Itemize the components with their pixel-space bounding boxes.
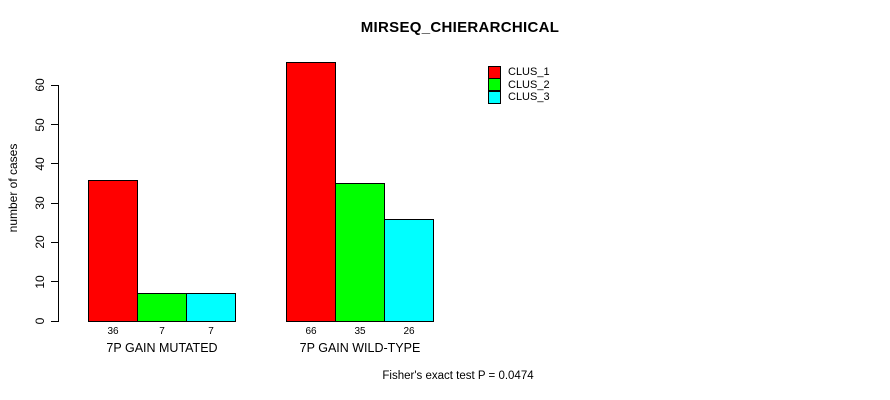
bar-value-label: 7 — [208, 326, 214, 337]
bar-value-label: 7 — [159, 326, 165, 337]
legend-swatch — [488, 78, 501, 92]
y-tick-label: 40 — [33, 157, 47, 171]
legend-item: CLUS_3 — [488, 90, 550, 104]
y-axis-label: number of cases — [6, 143, 20, 233]
y-tick-label: 50 — [33, 117, 47, 132]
y-tick-label: 20 — [33, 235, 47, 250]
bar-clus_2 — [137, 293, 187, 322]
bar-value-label: 26 — [403, 326, 415, 337]
legend-item: CLUS_1 — [488, 65, 550, 79]
bar-clus_3 — [384, 218, 434, 322]
x-axis-category-label: 7P GAIN MUTATED — [106, 341, 218, 355]
legend-label: CLUS_2 — [508, 78, 550, 91]
legend: CLUS_1 CLUS_2 CLUS_3 — [488, 65, 550, 104]
y-tick-label: 30 — [33, 196, 47, 210]
legend-swatch — [488, 65, 501, 79]
y-tick-label: 60 — [33, 78, 47, 92]
bar-clus_3 — [186, 293, 236, 322]
y-tick-mark — [51, 124, 59, 125]
legend-swatch — [488, 90, 501, 104]
legend-label: CLUS_1 — [508, 66, 550, 79]
y-tick-mark — [51, 320, 59, 322]
bar-clus_2 — [335, 183, 385, 322]
legend-item: CLUS_2 — [488, 78, 550, 92]
y-tick-label: 10 — [33, 275, 47, 289]
y-tick-mark — [51, 163, 59, 165]
bar-value-label: 36 — [107, 326, 119, 337]
annotation-text: Fisher's exact test P = 0.0474 — [382, 370, 534, 382]
chart-title: MIRSEQ_CHIERARCHICAL — [360, 19, 560, 36]
y-tick-mark — [51, 202, 59, 204]
y-tick-label: 0 — [33, 317, 47, 325]
y-tick-mark — [51, 281, 59, 283]
legend-label: CLUS_3 — [508, 91, 550, 104]
bar-value-label: 35 — [354, 326, 366, 337]
bar-clus_1 — [88, 179, 138, 322]
x-axis-category-label: 7P GAIN WILD-TYPE — [299, 341, 421, 355]
y-tick-mark — [51, 84, 59, 86]
bar-clus_1 — [286, 61, 336, 322]
y-tick-mark — [51, 241, 59, 243]
bar-value-label: 66 — [305, 326, 317, 337]
